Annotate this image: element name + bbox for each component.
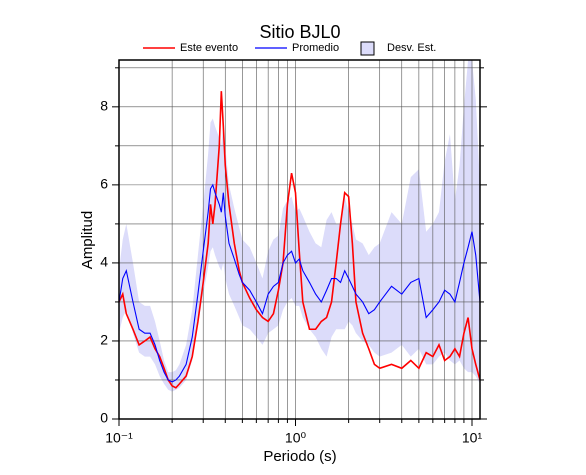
y-tick-label: 6 xyxy=(100,176,108,192)
chart-title: Sitio BJL0 xyxy=(259,22,340,42)
x-tick-label: 10⁰ xyxy=(285,430,307,446)
x-axis-label: Periodo (s) xyxy=(263,448,336,465)
y-tick-label: 4 xyxy=(100,254,108,270)
y-tick-label: 0 xyxy=(100,410,108,426)
y-axis-label: Amplitud xyxy=(79,211,96,269)
legend-label: Desv. Est. xyxy=(387,42,436,54)
std-band xyxy=(119,60,480,392)
y-tick-label: 2 xyxy=(100,332,108,348)
x-tick-label: 10¹ xyxy=(462,430,483,446)
legend-label: Este evento xyxy=(180,42,238,54)
y-tick-label: 8 xyxy=(100,98,108,114)
plot-frame xyxy=(118,59,481,420)
x-tick-label: 10⁻¹ xyxy=(105,430,133,446)
series-line xyxy=(118,183,481,383)
legend-swatch xyxy=(360,41,375,56)
legend-label: Promedio xyxy=(292,42,339,54)
